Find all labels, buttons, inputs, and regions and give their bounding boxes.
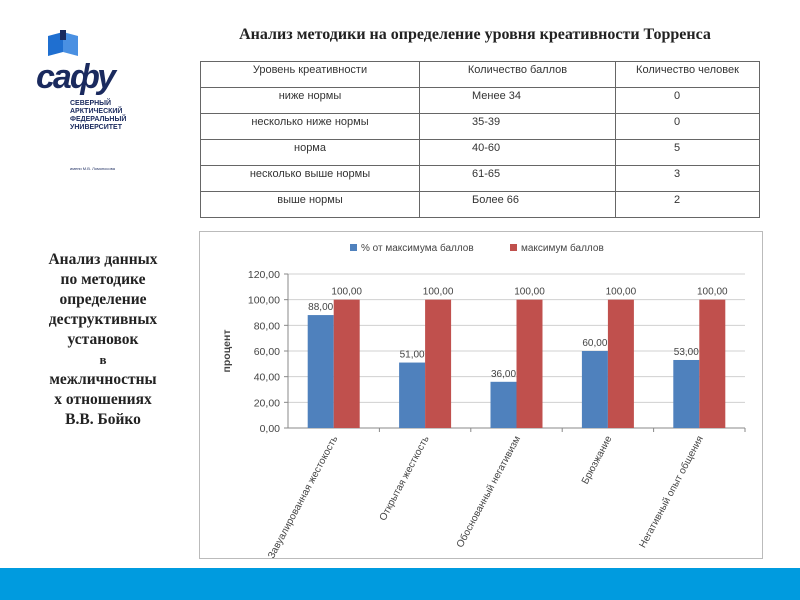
x-tick-label: Обоснованный негативизм [454, 434, 523, 550]
footer-bar [0, 568, 800, 600]
side-title-line: В.В. Бойко [65, 411, 141, 428]
y-tick-label: 0,00 [260, 423, 281, 435]
y-tick-label: 60,00 [254, 346, 280, 358]
bar-max [607, 299, 634, 428]
table-header-cell: Уровень креативности [200, 61, 420, 88]
legend-label: % от максимума баллов [361, 242, 474, 254]
x-tick-label: Открытая жесткость [378, 434, 432, 522]
table-cell: 3 [615, 165, 760, 192]
chart-svg: 0,00 20,00 40,00 60,00 80,00 100,00 120,00 проц… [221, 242, 746, 558]
data-label: 88,00 [308, 302, 333, 313]
table-header-cell: Количество баллов [419, 61, 616, 88]
bar-chart: 0,00 20,00 40,00 60,00 80,00 100,00 120,00 проц… [199, 231, 763, 559]
logo-word: сафу [36, 58, 116, 96]
bar-percent [307, 315, 334, 428]
bar-percent [673, 359, 700, 428]
data-label: 51,00 [400, 350, 425, 361]
x-tick-label: Брюзжание [580, 434, 615, 486]
table-header-row: Уровень креативности Количество баллов Кол… [200, 61, 760, 88]
logo-subtitle: имени М.В. Ломоносова [70, 166, 115, 171]
bar-max [699, 299, 726, 428]
side-title-line: Анализ данных [48, 251, 158, 268]
legend-swatch [350, 244, 357, 251]
bar-max [333, 299, 360, 428]
x-tick-label: Негативный опыт общения [637, 434, 706, 550]
logo-university-name: Северный арктический федеральный универс… [70, 100, 127, 131]
table-cell: несколько ниже нормы [200, 113, 420, 140]
data-label: 100,00 [514, 287, 545, 298]
table-cell: 40-60 [419, 139, 616, 166]
table-cell: 0 [615, 87, 760, 114]
table-cell: ниже нормы [200, 87, 420, 114]
side-title-line: по методике [60, 271, 146, 288]
side-title: Анализ данных по методике определение дестр… [18, 250, 188, 430]
table-cell: несколько выше нормы [200, 165, 420, 192]
data-label: 100,00 [697, 287, 728, 298]
data-label: 60,00 [582, 338, 607, 349]
creativity-table: Уровень креативности Количество баллов Кол… [200, 61, 760, 218]
y-axis-label: процент [221, 330, 233, 373]
data-label: 100,00 [606, 287, 637, 298]
table-cell: 35-39 [419, 113, 616, 140]
page-title: Анализ методики на определение уровня кр… [239, 26, 711, 43]
table-cell: 2 [615, 191, 760, 218]
book-icon [48, 30, 78, 56]
side-title-line: установок [67, 331, 139, 348]
bar-max [516, 299, 543, 428]
table-row: ниже нормы Менее 34 0 [200, 87, 760, 114]
legend-swatch [510, 244, 517, 251]
table-cell: Менее 34 [419, 87, 616, 114]
bar-percent [490, 381, 517, 428]
side-title-line: в [99, 352, 107, 367]
x-tick-label: Завуалированная жестокость [266, 434, 340, 558]
university-logo: сафу Северный арктический федеральный ун… [30, 30, 127, 171]
data-label: 100,00 [331, 287, 362, 298]
y-tick-label: 20,00 [254, 397, 280, 409]
legend-label: максимум баллов [521, 242, 604, 254]
y-tick-label: 40,00 [254, 372, 280, 384]
data-label: 36,00 [491, 369, 516, 380]
table-cell: 61-65 [419, 165, 616, 192]
data-label: 53,00 [674, 347, 699, 358]
data-label: 100,00 [423, 287, 454, 298]
bar-percent [399, 362, 426, 428]
table-header-cell: Количество человек [615, 61, 760, 88]
y-tick-label: 80,00 [254, 320, 280, 332]
bar-percent [581, 351, 608, 428]
table-cell: выше нормы [200, 191, 420, 218]
table-row: выше нормы Более 66 2 [200, 191, 760, 218]
table-cell: Более 66 [419, 191, 616, 218]
side-title-line: межличностны [49, 371, 157, 388]
table-row: норма 40-60 5 [200, 139, 760, 166]
table-cell: 5 [615, 139, 760, 166]
bar-max [425, 299, 452, 428]
table-row: несколько ниже нормы 35-39 0 [200, 113, 760, 140]
y-tick-label: 100,00 [248, 295, 280, 307]
table-cell: норма [200, 139, 420, 166]
side-title-line: деструктивных [48, 311, 158, 328]
y-tick-label: 120,00 [248, 269, 280, 281]
side-title-line: х отношениях [54, 391, 152, 408]
table-cell: 0 [615, 113, 760, 140]
side-title-line: определение [59, 291, 147, 308]
table-row: несколько выше нормы 61-65 3 [200, 165, 760, 192]
